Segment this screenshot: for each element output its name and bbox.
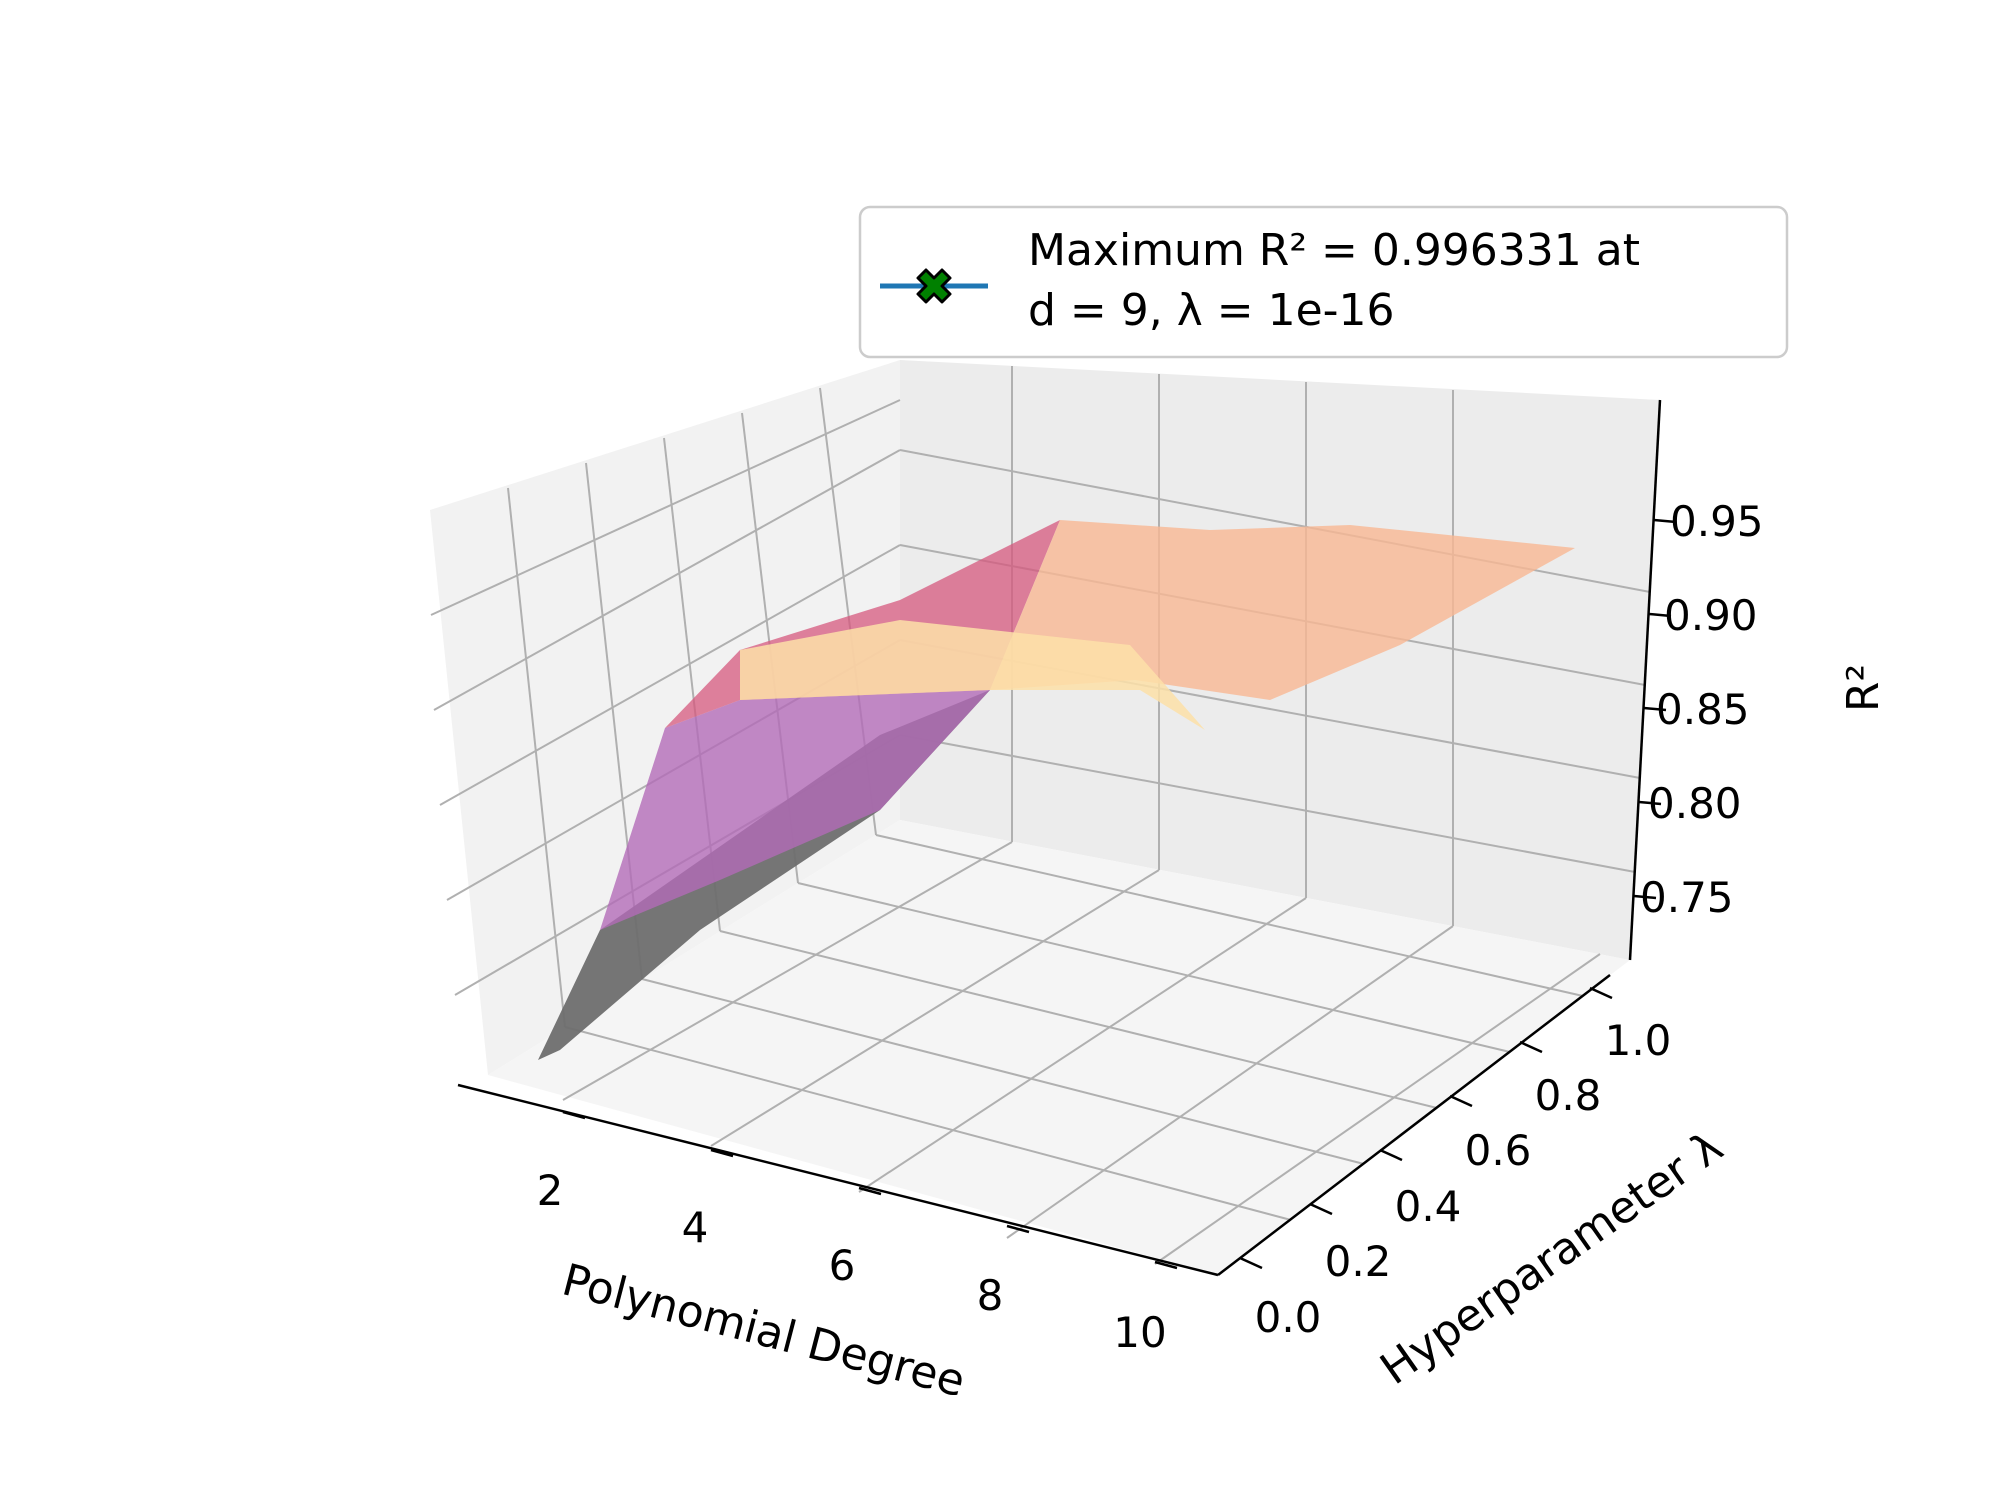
z-tick-label: 0.80 [1648,779,1742,828]
x-axis-label: Polynomial Degree [557,1255,970,1408]
legend: Maximum R² = 0.996331 at d = 9, λ = 1e-1… [858,205,1789,359]
legend-box [858,205,1789,359]
x-tick-labels: 2 4 6 8 10 [537,1166,1167,1357]
pane-floor [488,820,1630,1275]
z-axis-line [1628,399,1662,961]
x-tick-label: 8 [977,1271,1004,1320]
pane-left [430,360,900,1075]
x-tick-label: 10 [1113,1308,1166,1357]
x-tick-label: 4 [682,1203,709,1252]
surface-peak-region [740,620,1205,730]
surface-low-region [600,690,990,930]
z-tick-label: 0.95 [1670,497,1764,546]
y-tick-label: 0.4 [1395,1182,1462,1231]
z-tick-label: 0.85 [1656,685,1750,734]
y-tick-label: 0.6 [1465,1126,1532,1175]
surface [538,520,1575,1060]
y-tick-label: 0.2 [1325,1237,1392,1286]
y-tick-labels: 0.0 0.2 0.4 0.6 0.8 1.0 [1255,1016,1672,1342]
z-tick-labels: 0.75 0.80 0.85 0.90 0.95 [1640,497,1764,922]
y-axis-line [1217,974,1611,1276]
y-axis-label: Hyperparameter λ [1371,1121,1732,1395]
z-axis-label: R² [1838,664,1889,712]
x-tick-label: 2 [537,1166,564,1215]
x-tick-marks [562,1110,1178,1270]
y-tick-label: 1.0 [1605,1016,1672,1065]
z-tick-marks [1633,518,1677,900]
legend-marker-x-icon [916,268,952,304]
y-tick-marks [1239,986,1613,1270]
y-tick-label: 0.0 [1255,1293,1322,1342]
legend-label-line2: d = 9, λ = 1e-16 [1028,285,1395,336]
grid-lines [430,366,1651,1265]
legend-label-line1: Maximum R² = 0.996331 at [1028,225,1640,276]
y-tick-label: 0.8 [1535,1071,1602,1120]
z-tick-label: 0.75 [1640,873,1734,922]
z-tick-label: 0.90 [1664,591,1758,640]
x-tick-label: 6 [829,1241,856,1290]
